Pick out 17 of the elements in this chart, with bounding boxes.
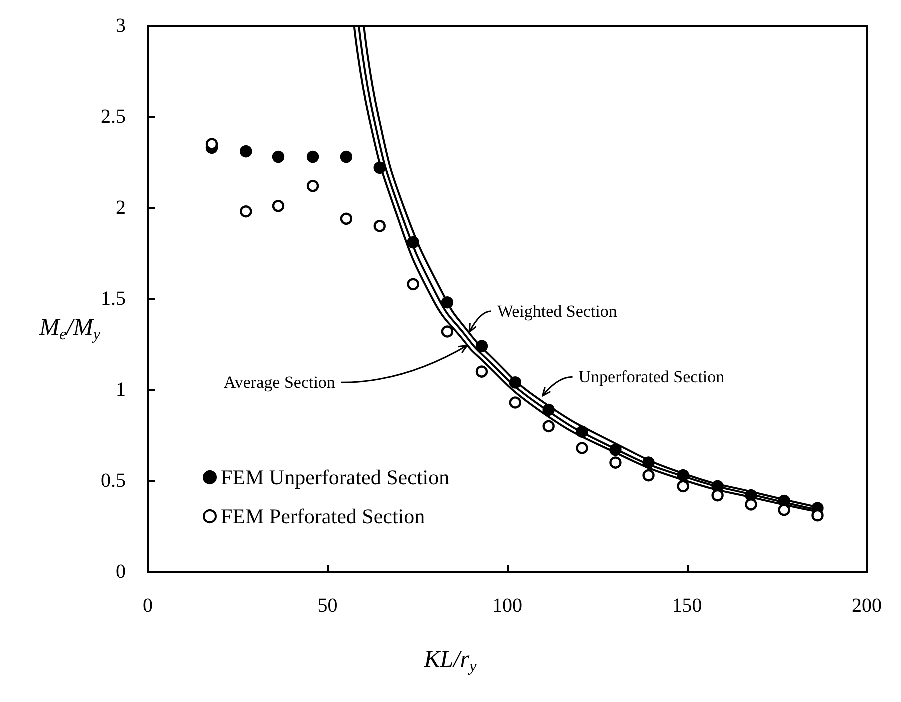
x-tick-label: 200 bbox=[852, 595, 882, 617]
y-tick-label: 0.5 bbox=[101, 470, 126, 492]
legend-label: FEM Unperforated Section bbox=[221, 466, 450, 490]
y-tick-label: 2 bbox=[116, 197, 126, 219]
text: Average Section bbox=[224, 373, 336, 392]
legend-label: Unperforated Section bbox=[578, 368, 726, 387]
y-tick-label: 0 bbox=[116, 561, 126, 583]
x-tick-label: 150 bbox=[672, 595, 702, 617]
legend-label: FEM Perforated Section bbox=[221, 504, 426, 528]
y-tick-label: 1.5 bbox=[101, 288, 126, 310]
x-tick-label: 50 bbox=[318, 595, 338, 617]
x-tick-label: 100 bbox=[492, 595, 522, 617]
y-tick-label: 2.5 bbox=[101, 106, 126, 128]
y-tick-label: 3 bbox=[116, 15, 126, 37]
y-tick-label: 1 bbox=[116, 379, 126, 401]
x-tick-label: 0 bbox=[143, 595, 153, 617]
legend-label: Weighted Section bbox=[497, 302, 618, 321]
